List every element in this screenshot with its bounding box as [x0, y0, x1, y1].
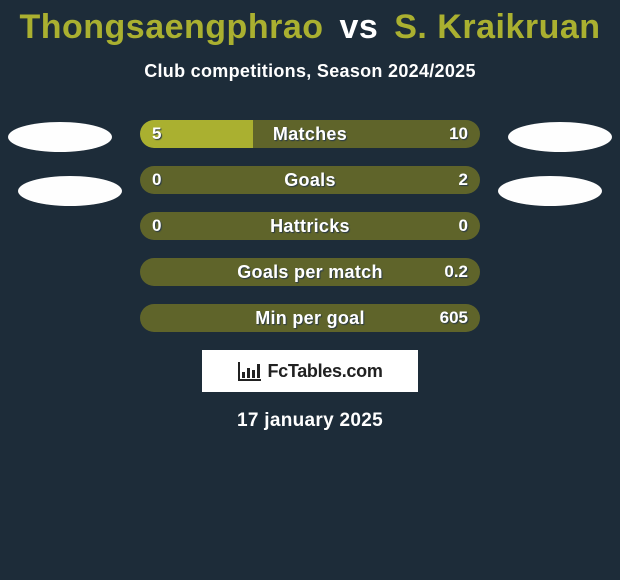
stat-row: Min per goal605	[140, 304, 480, 332]
stat-value-left: 0	[152, 166, 161, 194]
comparison-chart: Matches510Goals02Hattricks00Goals per ma…	[0, 120, 620, 332]
stat-value-right: 0	[459, 212, 468, 240]
subtitle: Club competitions, Season 2024/2025	[0, 61, 620, 82]
stat-label: Hattricks	[140, 212, 480, 240]
stat-value-right: 0.2	[444, 258, 468, 286]
stat-value-right: 605	[440, 304, 468, 332]
logo-text: FcTables.com	[267, 361, 382, 382]
title-vs: vs	[339, 8, 378, 46]
stat-label: Goals	[140, 166, 480, 194]
date-label: 17 january 2025	[0, 410, 620, 432]
logo-box: FcTables.com	[202, 350, 418, 392]
stat-value-left: 5	[152, 120, 161, 148]
stat-label: Matches	[140, 120, 480, 148]
player2-name: S. Kraikruan	[394, 8, 600, 46]
stat-row: Matches5 10	[140, 120, 480, 148]
stat-label: Min per goal	[140, 304, 480, 332]
player1-name: Thongsaengphrao	[19, 8, 323, 46]
stat-label: Goals per match	[140, 258, 480, 286]
stat-value-left: 0	[152, 212, 161, 240]
stat-row: Goals per match0.2	[140, 258, 480, 286]
stat-row: Goals0 2	[140, 166, 480, 194]
stat-row: Hattricks0 0	[140, 212, 480, 240]
stat-value-right: 2	[459, 166, 468, 194]
comparison-title: Thongsaengphrao vs S. Kraikruan	[0, 0, 620, 47]
chart-icon	[237, 360, 263, 382]
stat-value-right: 10	[449, 120, 468, 148]
